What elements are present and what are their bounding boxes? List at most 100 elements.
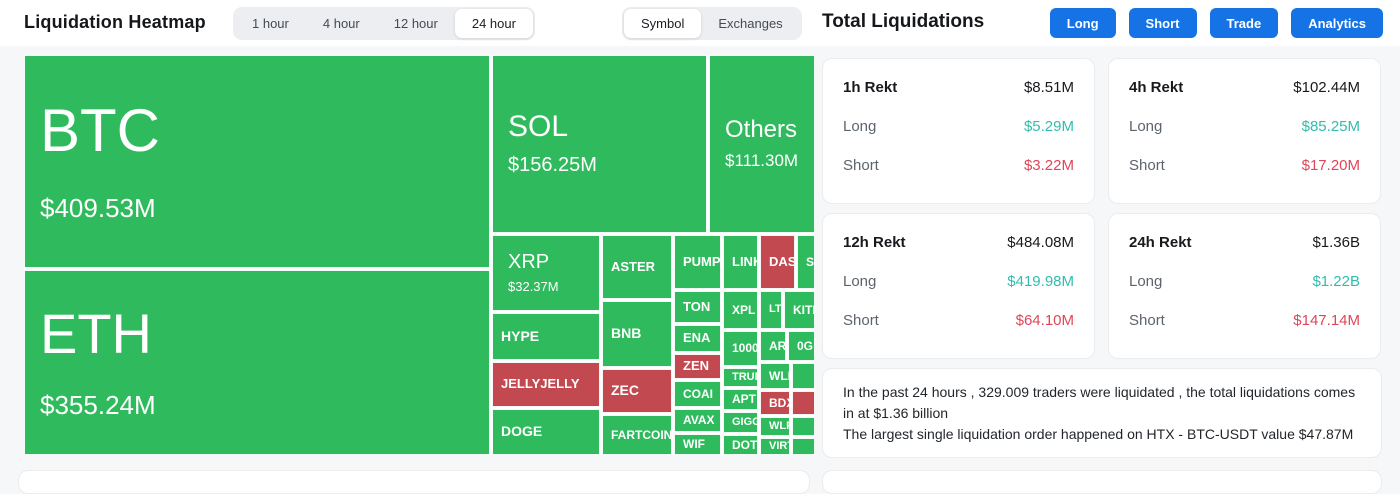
treemap-tile-others[interactable]: Others $111.30M xyxy=(709,55,815,233)
treemap-tile-coai[interactable]: COAI xyxy=(674,381,721,407)
short-label: Short xyxy=(843,157,879,174)
treemap-tile-apt[interactable]: APT xyxy=(723,389,758,410)
treemap-tile-label: DOT xyxy=(732,437,758,452)
treemap-tile-aster[interactable]: ASTER xyxy=(602,235,672,299)
treemap-tile-dash[interactable]: DASH xyxy=(760,235,795,289)
rekt-card-title: 12h Rekt xyxy=(843,234,906,251)
treemap-tile-xpl[interactable]: XPL xyxy=(723,291,758,329)
treemap-tile-zen[interactable]: ZEN xyxy=(674,354,721,379)
treemap-tile-label: APT xyxy=(732,392,756,407)
treemap-tile-pump[interactable]: PUMP xyxy=(674,235,721,289)
treemap-tile-label: ASTER xyxy=(611,258,656,274)
treemap-tile-label: WLFI xyxy=(769,419,789,432)
long-value: $5.29M xyxy=(1023,118,1074,135)
short-value: $147.14M xyxy=(1293,312,1360,329)
treemap-tile-value: $32.37M xyxy=(508,278,559,294)
time-filter-group: 1 hour 4 hour 12 hour 24 hour xyxy=(233,7,535,40)
treemap-tile-doge[interactable]: DOGE xyxy=(492,409,600,455)
treemap-tile-wld[interactable]: WLD xyxy=(760,363,790,389)
treemap-tile-giggle[interactable]: GIGGLE xyxy=(723,412,758,433)
rekt-card-title: 24h Rekt xyxy=(1129,234,1192,251)
treemap-tile-label: HYPE xyxy=(501,327,540,344)
view-toggle-exchanges[interactable]: Exchanges xyxy=(701,9,799,38)
treemap-tile-label: WIF xyxy=(683,437,705,452)
treemap-tile-bnb[interactable]: BNB xyxy=(602,301,672,367)
rekt-card-title: 1h Rekt xyxy=(843,79,898,96)
treemap-tile-unlabeled[interactable] xyxy=(792,417,815,436)
liquidation-summary-card: In the past 24 hours , 329.009 traders w… xyxy=(822,368,1382,458)
treemap-tile-kite[interactable]: KITE xyxy=(784,291,815,329)
treemap-tile-ena[interactable]: ENA xyxy=(674,325,721,352)
treemap-tile-label: XPL xyxy=(732,302,756,317)
treemap-tile-label: BTC xyxy=(40,96,160,164)
treemap-tile-ton[interactable]: TON xyxy=(674,291,721,323)
treemap-tile-label: LTC xyxy=(769,303,782,316)
long-value: $419.98M xyxy=(1007,273,1074,290)
time-filter-4-hour[interactable]: 4 hour xyxy=(306,9,377,38)
treemap-tile-fartcoin[interactable]: FARTCOIN xyxy=(602,415,672,455)
treemap-tile-ltc[interactable]: LTC xyxy=(760,291,782,329)
treemap-tile-label: AR xyxy=(769,338,786,353)
treemap-tile-unlabeled[interactable] xyxy=(792,438,815,455)
treemap-tile-sol[interactable]: SOL $156.25M xyxy=(492,55,707,233)
treemap-tile-bdx[interactable]: BDX xyxy=(760,391,790,415)
long-button[interactable]: Long xyxy=(1049,8,1116,38)
action-button-group: Long Short Trade Analytics xyxy=(1049,8,1383,38)
view-toggle-symbol[interactable]: Symbol xyxy=(624,9,702,38)
treemap-tile-label: COAI xyxy=(683,386,713,401)
treemap-tile-btc[interactable]: BTC $409.53M xyxy=(24,55,490,268)
rekt-card-title: 4h Rekt xyxy=(1129,79,1184,96)
treemap-tile-label: SPX xyxy=(806,254,815,269)
page-title: Liquidation Heatmap xyxy=(24,12,206,32)
treemap-tile-value: $111.30M xyxy=(725,150,799,170)
view-toggle-group: Symbol Exchanges xyxy=(622,7,802,40)
time-filter-24-hour[interactable]: 24 hour xyxy=(454,9,533,38)
treemap-tile-label: XRP xyxy=(508,251,550,274)
treemap-tile-wlfi[interactable]: WLFI xyxy=(760,417,790,436)
treemap-tile-avax[interactable]: AVAX xyxy=(674,409,721,432)
treemap-tile-ar[interactable]: AR xyxy=(760,331,786,361)
treemap-tile-virt[interactable]: VIRT xyxy=(760,438,790,455)
short-value: $64.10M xyxy=(1015,312,1074,329)
analytics-button[interactable]: Analytics xyxy=(1291,8,1383,38)
treemap-tile-label: LINK xyxy=(732,253,757,269)
treemap-tile-unlabeled[interactable] xyxy=(792,391,815,415)
long-label: Long xyxy=(843,273,877,290)
treemap-tile-trump[interactable]: TRUMP xyxy=(723,368,758,387)
treemap-tile-jellyjelly[interactable]: JELLYJELLY xyxy=(492,362,600,407)
treemap-tile-label: DOGE xyxy=(501,423,543,440)
long-label: Long xyxy=(1129,273,1163,290)
time-filter-1-hour[interactable]: 1 hour xyxy=(235,9,306,38)
short-label: Short xyxy=(843,312,879,329)
treemap-tile-link[interactable]: LINK xyxy=(723,235,758,289)
treemap-tile-label: ETH xyxy=(40,301,152,365)
treemap-tile-0g[interactable]: 0G xyxy=(788,331,815,361)
rekt-card-4h: 4h Rekt $102.44M Long $85.25M Short $17.… xyxy=(1108,58,1381,204)
treemap-tile-label: 0G xyxy=(797,338,814,353)
trade-button[interactable]: Trade xyxy=(1209,8,1279,38)
short-value: $17.20M xyxy=(1301,157,1360,174)
liquidation-treemap: BTC $409.53M ETH $355.24M SOL $156.25M Others $… xyxy=(24,55,815,455)
treemap-tile-label: BNB xyxy=(611,325,642,342)
treemap-tile-1000p[interactable]: 1000P xyxy=(723,331,758,366)
rekt-card-24h: 24h Rekt $1.36B Long $1.22B Short $147.1… xyxy=(1108,213,1381,359)
treemap-tile-label: DASH xyxy=(769,253,794,269)
short-button[interactable]: Short xyxy=(1128,8,1197,38)
treemap-tile-hype[interactable]: HYPE xyxy=(492,313,600,360)
treemap-tile-spx[interactable]: SPX xyxy=(797,235,815,289)
rekt-card-total: $8.51M xyxy=(1023,79,1074,96)
treemap-tile-unlabeled[interactable] xyxy=(792,363,815,389)
treemap-tile-label: 1000P xyxy=(732,341,757,356)
bottom-card-stub-right xyxy=(822,470,1382,494)
total-liquidations-title: Total Liquidations xyxy=(822,11,985,32)
treemap-tile-zec[interactable]: ZEC xyxy=(602,369,672,413)
treemap-tile-eth[interactable]: ETH $355.24M xyxy=(24,270,490,455)
treemap-tile-value: $156.25M xyxy=(508,153,597,176)
treemap-tile-xrp[interactable]: XRP $32.37M xyxy=(492,235,600,311)
time-filter-12-hour[interactable]: 12 hour xyxy=(377,9,455,38)
treemap-tile-dot[interactable]: DOT xyxy=(723,435,758,455)
treemap-tile-label: ZEN xyxy=(683,358,709,374)
treemap-tile-label: KITE xyxy=(793,302,814,317)
summary-line-2: The largest single liquidation order hap… xyxy=(843,426,1354,442)
treemap-tile-wif[interactable]: WIF xyxy=(674,434,721,455)
